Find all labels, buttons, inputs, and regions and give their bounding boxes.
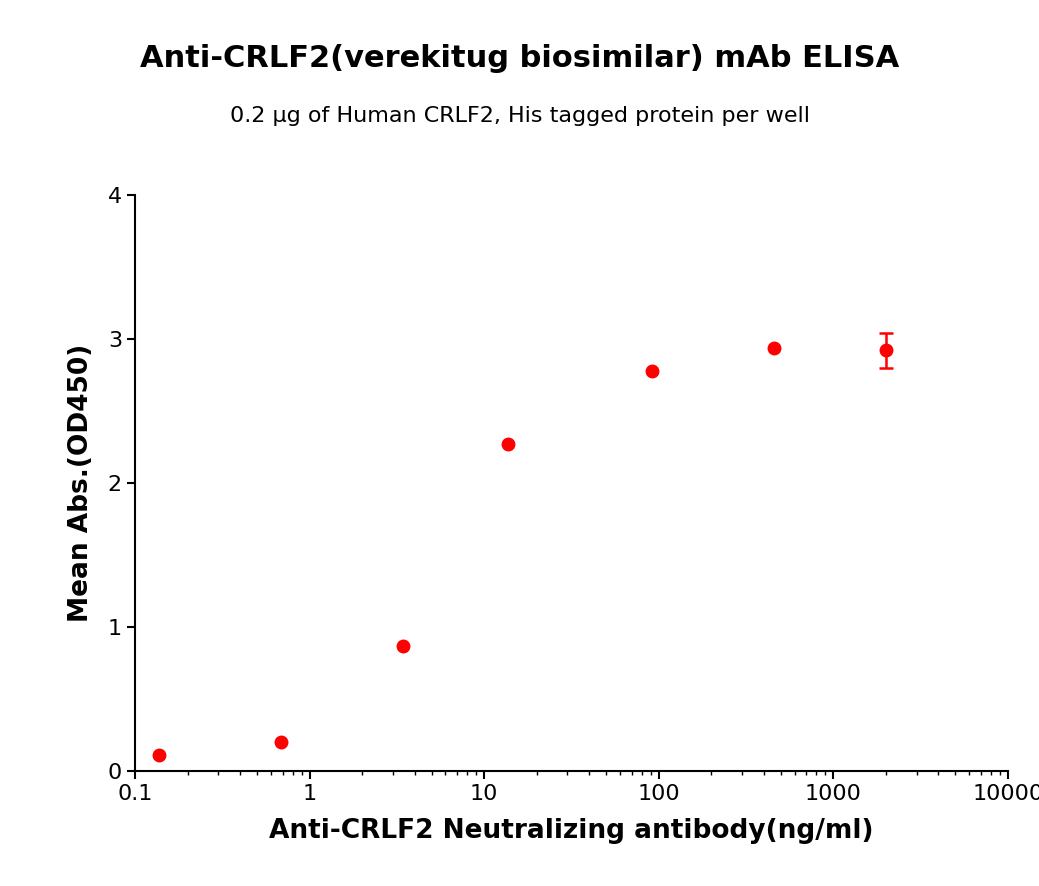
Y-axis label: Mean Abs.(OD450): Mean Abs.(OD450) — [68, 344, 94, 622]
Text: 0.2 μg of Human CRLF2, His tagged protein per well: 0.2 μg of Human CRLF2, His tagged protei… — [230, 106, 809, 127]
Text: Anti-CRLF2(verekitug biosimilar) mAb ELISA: Anti-CRLF2(verekitug biosimilar) mAb ELI… — [140, 44, 899, 74]
X-axis label: Anti-CRLF2 Neutralizing antibody(ng/ml): Anti-CRLF2 Neutralizing antibody(ng/ml) — [269, 818, 874, 843]
